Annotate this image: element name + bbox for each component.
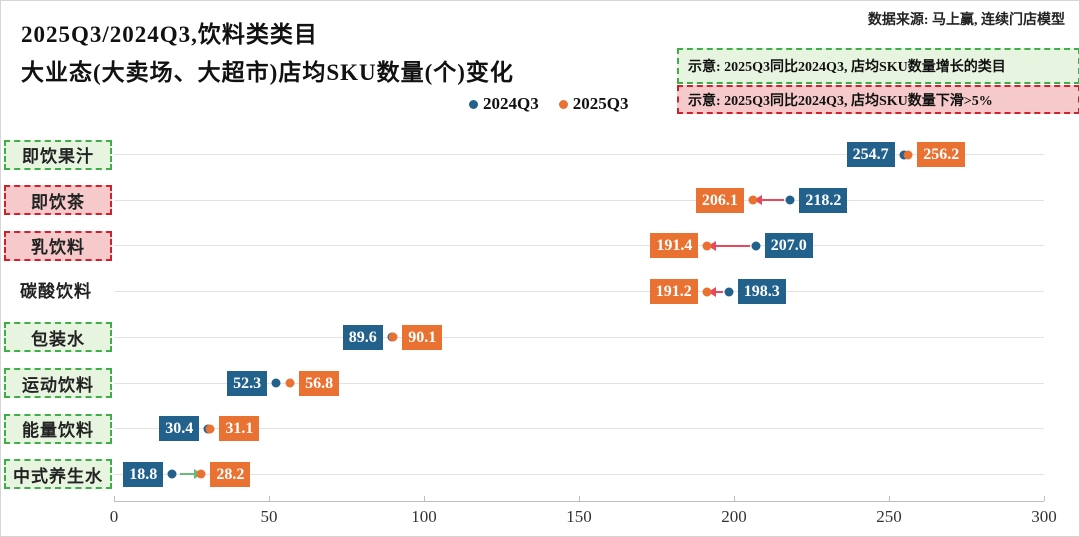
dot-2025q3 bbox=[205, 424, 215, 434]
row-gridline bbox=[114, 199, 1044, 201]
dot-2025q3 bbox=[748, 195, 758, 205]
dot-2025q3 bbox=[702, 287, 712, 297]
legend-label-2025q3: 2025Q3 bbox=[572, 94, 629, 113]
value-label-2024q3: 30.4 bbox=[159, 416, 200, 442]
decline-arrowhead-icon bbox=[753, 195, 762, 206]
legend-item-2025q3: 2025Q3 bbox=[558, 94, 629, 114]
value-label-2025q3: 256.2 bbox=[917, 142, 966, 167]
dot-2025q3 bbox=[388, 332, 398, 342]
x-axis-tick bbox=[424, 496, 425, 501]
x-axis-tick bbox=[1044, 496, 1045, 501]
dot-2024q3 bbox=[751, 241, 761, 251]
x-axis-tick-label: 150 bbox=[566, 507, 592, 526]
chart-title-line1: 2025Q3/2024Q3,饮料类类目 bbox=[21, 22, 318, 47]
value-label-2025q3: 31.1 bbox=[219, 416, 260, 442]
dot-2024q3 bbox=[899, 150, 909, 159]
value-label-2025q3: 28.2 bbox=[210, 461, 251, 487]
row-gridline bbox=[114, 473, 1044, 475]
x-axis-tick-label: 50 bbox=[260, 507, 278, 526]
value-label-2025q3: 56.8 bbox=[299, 370, 340, 396]
value-label-2024q3: 218.2 bbox=[799, 187, 848, 213]
row-gridline bbox=[114, 291, 1044, 293]
decline-arrowhead-icon bbox=[708, 240, 717, 251]
decline-arrow-line bbox=[760, 199, 785, 202]
value-label-2025q3: 191.4 bbox=[650, 233, 699, 259]
category-label: 即饮果汁 bbox=[4, 139, 112, 170]
value-label-2025q3: 90.1 bbox=[402, 324, 443, 350]
x-axis-line bbox=[114, 501, 1044, 502]
x-axis-tick bbox=[734, 496, 735, 501]
growth-arrow-line bbox=[180, 473, 196, 476]
x-axis-tick-label: 300 bbox=[1031, 507, 1057, 526]
dot-2024q3 bbox=[271, 378, 281, 388]
value-label-2024q3: 198.3 bbox=[737, 279, 786, 305]
x-axis-tick-label: 100 bbox=[411, 507, 437, 526]
x-axis-tick-label: 200 bbox=[721, 507, 747, 526]
category-label: 运动饮料 bbox=[4, 368, 112, 398]
dot-2024q3 bbox=[167, 469, 177, 479]
x-axis-tick-label: 250 bbox=[876, 507, 902, 526]
x-axis-tick-label: 0 bbox=[109, 507, 119, 526]
category-label: 中式养生水 bbox=[4, 459, 112, 490]
row-gridline bbox=[114, 245, 1044, 247]
dot-2025q3 bbox=[196, 469, 206, 479]
x-axis-tick bbox=[889, 496, 890, 501]
dot-2025q3 bbox=[903, 150, 913, 159]
decline-arrowhead-icon bbox=[707, 286, 716, 297]
category-label: 乳饮料 bbox=[4, 230, 112, 261]
x-axis-tick bbox=[269, 496, 270, 501]
legend-dot-2024q3-icon bbox=[469, 99, 478, 109]
row-gridline bbox=[114, 154, 1044, 155]
dot-2025q3 bbox=[285, 378, 295, 388]
value-label-2025q3: 206.1 bbox=[695, 187, 744, 213]
legend-label-2024q3: 2024Q3 bbox=[483, 94, 539, 113]
value-label-2024q3: 18.8 bbox=[123, 461, 164, 487]
row-gridline bbox=[114, 428, 1044, 430]
decline-arrow-line bbox=[715, 244, 750, 247]
dot-2025q3 bbox=[702, 241, 712, 251]
category-label: 碳酸饮料 bbox=[20, 282, 92, 302]
value-label-2024q3: 254.7 bbox=[846, 142, 895, 167]
value-label-2024q3: 52.3 bbox=[227, 370, 268, 396]
data-source-note: 数据来源: 马上赢, 连续门店模型 bbox=[867, 13, 1065, 28]
series-legend: 2024Q3 2025Q3 bbox=[469, 94, 628, 114]
x-axis-tick bbox=[114, 496, 115, 501]
category-label: 即饮茶 bbox=[4, 185, 112, 216]
legend-dot-2025q3-icon bbox=[558, 99, 568, 109]
note-growth-box: 示意: 2025Q3同比2024Q3, 店均SKU数量增长的类目 bbox=[677, 48, 1079, 84]
row-gridline bbox=[114, 336, 1044, 338]
value-label-2025q3: 191.2 bbox=[649, 279, 698, 305]
value-label-2024q3: 89.6 bbox=[342, 324, 383, 350]
value-label-2024q3: 207.0 bbox=[764, 233, 813, 259]
category-label: 包装水 bbox=[4, 322, 112, 353]
note-decline-box: 示意: 2025Q3同比2024Q3, 店均SKU数量下滑>5% bbox=[677, 85, 1079, 114]
dot-2024q3 bbox=[785, 195, 795, 205]
row-gridline bbox=[114, 382, 1044, 384]
legend-item-2024q3: 2024Q3 bbox=[469, 94, 539, 114]
x-axis-tick bbox=[579, 496, 580, 501]
decline-arrow-line bbox=[714, 290, 723, 293]
dot-2024q3 bbox=[724, 287, 734, 297]
chart-title-line2: 大业态(大卖场、大超市)店均SKU数量(个)变化 bbox=[21, 60, 514, 85]
category-label: 能量饮料 bbox=[4, 413, 112, 444]
